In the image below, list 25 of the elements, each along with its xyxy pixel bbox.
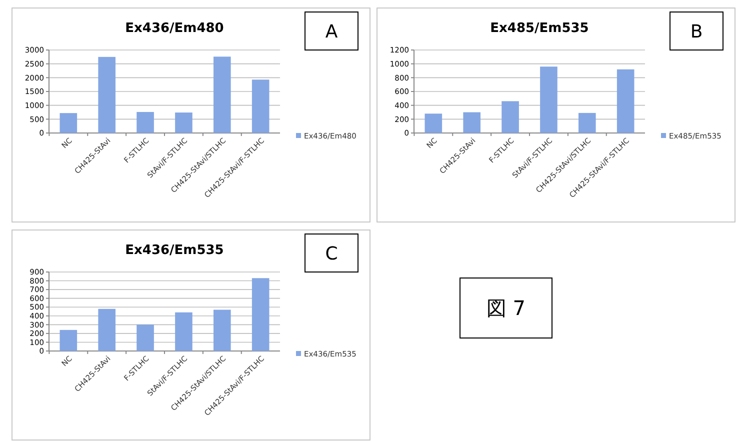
bar — [60, 113, 78, 133]
bar — [175, 312, 192, 351]
bar — [252, 278, 270, 351]
bar — [214, 310, 231, 351]
bar — [463, 112, 480, 133]
text: A — [325, 21, 338, 42]
chart-title: Ex436/Em480 — [125, 21, 224, 36]
bar — [136, 324, 154, 351]
chart-title: Ex485/Em535 — [490, 21, 589, 36]
bar — [175, 112, 192, 133]
bar — [578, 112, 596, 133]
bar — [60, 330, 78, 351]
text: C — [325, 243, 338, 264]
bar — [616, 69, 634, 133]
bar — [98, 56, 116, 133]
bar — [502, 101, 519, 133]
bar — [136, 112, 154, 133]
bar — [424, 114, 442, 133]
text: B — [690, 21, 703, 42]
caption: 図 7 — [486, 296, 526, 320]
chart-title: Ex436/Em535 — [125, 243, 224, 258]
bar — [214, 56, 231, 133]
bar — [540, 66, 558, 133]
bar — [98, 308, 116, 351]
bar — [252, 80, 270, 133]
